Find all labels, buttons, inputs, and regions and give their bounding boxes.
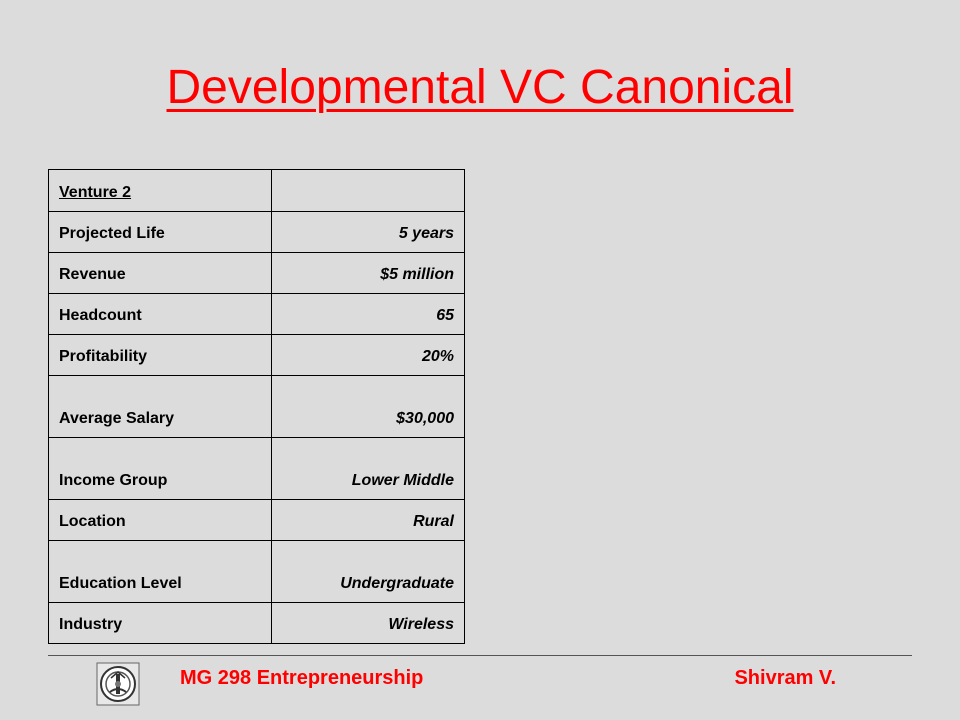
- footer-author-name: Shivram V.: [734, 667, 836, 689]
- table-header-value: [271, 169, 465, 212]
- row-label-income-group: Income Group: [48, 437, 272, 500]
- table-row: Education Level Undergraduate: [48, 540, 465, 603]
- table-row: Location Rural: [48, 499, 465, 541]
- row-value-projected-life: 5 years: [271, 211, 465, 253]
- row-label-revenue: Revenue: [48, 252, 272, 294]
- row-value-revenue: $5 million: [271, 252, 465, 294]
- footer-course-name: MG 298 Entrepreneurship: [180, 667, 424, 689]
- row-label-average-salary: Average Salary: [48, 375, 272, 438]
- slide-title: Developmental VC Canonical: [166, 61, 794, 114]
- table-row: Average Salary $30,000: [48, 375, 465, 438]
- table-row: Revenue $5 million: [48, 252, 465, 294]
- table-row: Profitability 20%: [48, 334, 465, 376]
- row-label-industry: Industry: [48, 602, 272, 644]
- row-label-projected-life: Projected Life: [48, 211, 272, 253]
- table-row: Income Group Lower Middle: [48, 437, 465, 500]
- row-value-average-salary: $30,000: [271, 375, 465, 438]
- table-row: Headcount 65: [48, 293, 465, 335]
- row-label-headcount: Headcount: [48, 293, 272, 335]
- row-value-income-group: Lower Middle: [271, 437, 465, 500]
- row-label-location: Location: [48, 499, 272, 541]
- venture-table: Venture 2 Projected Life 5 years Revenue…: [48, 169, 465, 644]
- row-label-profitability: Profitability: [48, 334, 272, 376]
- footer-divider: [48, 655, 912, 656]
- row-value-location: Rural: [271, 499, 465, 541]
- table-header-label: Venture 2: [48, 169, 272, 212]
- table-row: Industry Wireless: [48, 602, 465, 644]
- row-label-education-level: Education Level: [48, 540, 272, 603]
- row-value-industry: Wireless: [271, 602, 465, 644]
- institute-crest-icon: [96, 662, 140, 706]
- table-row: Venture 2: [48, 169, 465, 212]
- table-row: Projected Life 5 years: [48, 211, 465, 253]
- row-value-profitability: 20%: [271, 334, 465, 376]
- row-value-headcount: 65: [271, 293, 465, 335]
- row-value-education-level: Undergraduate: [271, 540, 465, 603]
